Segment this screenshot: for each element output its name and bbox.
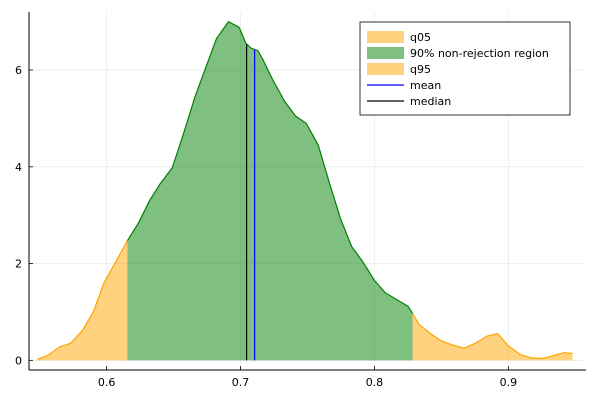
y-tick-label-0: 0 — [15, 354, 22, 367]
non-rejection-area — [127, 21, 413, 361]
q05-curve — [36, 240, 128, 360]
x-tick-label-2: 0.8 — [366, 376, 384, 389]
legend-label-4: median — [410, 95, 451, 108]
legend-swatch-0 — [367, 31, 404, 43]
axes — [28, 12, 586, 371]
y-tick-label-1: 2 — [15, 258, 22, 271]
legend-swatch-2 — [367, 63, 404, 75]
q05-area — [37, 240, 128, 361]
q95-area — [412, 313, 573, 361]
legend: q05 90% non-rejection region q95 mean median — [359, 21, 571, 116]
legend-label-2: q95 — [410, 63, 431, 76]
x-tick-label-0: 0.6 — [98, 376, 116, 389]
y-tick-label-3: 6 — [15, 64, 22, 77]
x-tick-label-1: 0.7 — [232, 376, 250, 389]
density-fills — [36, 20, 573, 361]
legend-label-3: mean — [410, 79, 441, 92]
legend-swatch-1 — [367, 47, 404, 59]
y-tick-label-2: 4 — [15, 161, 22, 174]
legend-label-0: q05 — [410, 31, 431, 44]
legend-label-1: 90% non-rejection region — [410, 47, 549, 60]
tick-labels: 0.6 0.7 0.8 0.9 0 2 4 6 — [15, 64, 517, 389]
reference-lines — [245, 44, 256, 361]
non-rejection-curve — [126, 20, 414, 314]
x-tick-label-3: 0.9 — [500, 376, 518, 389]
q95-curve — [412, 313, 573, 359]
